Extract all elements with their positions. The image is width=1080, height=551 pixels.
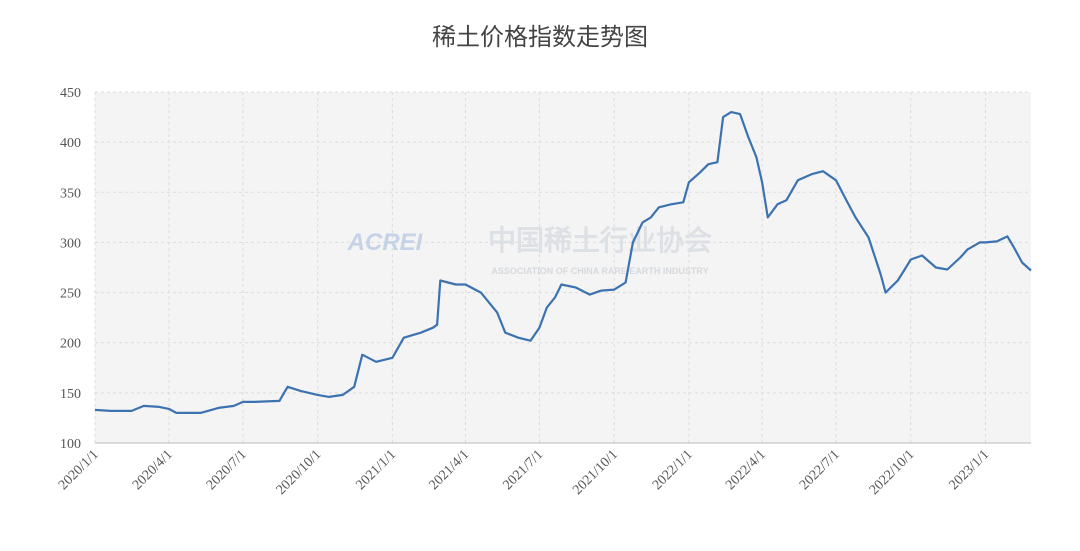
y-tick-label: 150 [60, 387, 81, 402]
x-tick-label: 2023/1/1 [947, 447, 993, 493]
y-tick-label: 350 [60, 186, 81, 201]
line [94, 111, 1032, 414]
chart-title: 稀土价格指数走势图 [432, 24, 648, 51]
x-tick-label: 2020/10/1 [274, 447, 325, 498]
x-tick-label: 2022/7/1 [797, 447, 843, 493]
x-tick-label: 2020/4/1 [130, 447, 176, 493]
watermark: ASSOCIATION OF CHINA RARE EARTH INDUSTRY [491, 266, 708, 276]
x-tick-label: 2022/10/1 [867, 447, 918, 498]
y-tick-label: 250 [60, 287, 81, 302]
watermark: 中国稀土行业协会 [488, 224, 712, 256]
x-tick-label: 2022/4/1 [723, 447, 769, 493]
x-tick-label: 2020/1/1 [56, 447, 102, 493]
y-tick-label: 300 [60, 236, 81, 251]
y-tick-label: 200 [60, 337, 81, 352]
x-tick-label: 2021/4/1 [427, 447, 473, 493]
plot-area [95, 92, 1031, 443]
x-tick-label: 2022/1/1 [650, 447, 696, 493]
x-tick-label: 2021/10/1 [570, 447, 621, 498]
y-tick-label: 450 [60, 86, 81, 101]
y-tick-label: 100 [60, 437, 81, 452]
x-tick-label: 2021/1/1 [353, 447, 399, 493]
y-tick-label: 400 [60, 136, 81, 151]
x-tick-label: 2020/7/1 [204, 447, 250, 493]
x-tick-label: 2021/7/1 [500, 447, 546, 493]
watermark: ACREI [347, 229, 424, 256]
